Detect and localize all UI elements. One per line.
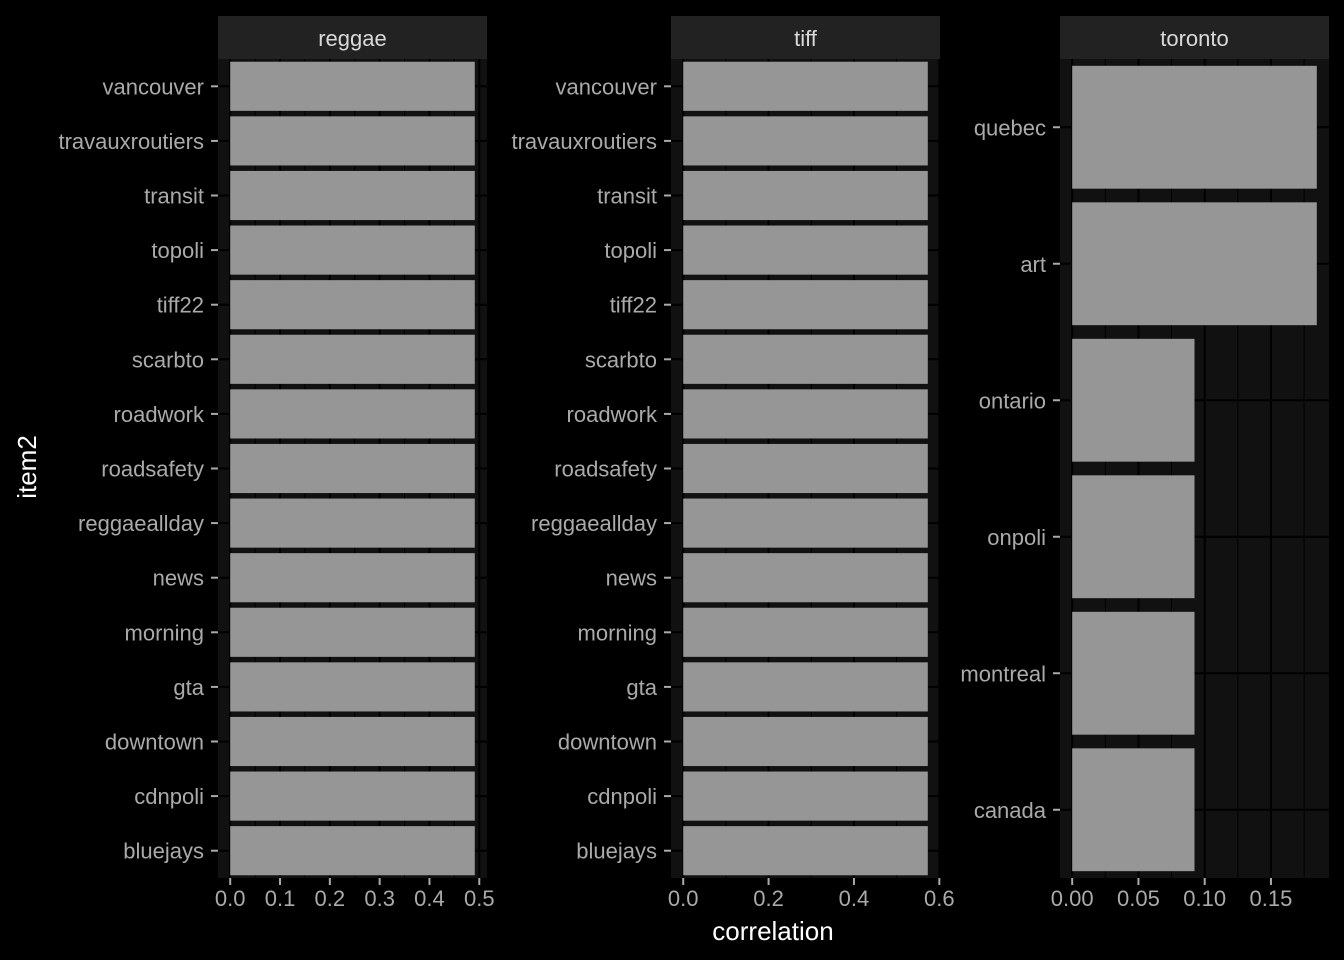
bar-cdnpoli [230,771,475,821]
y-tick-label: bluejays [576,839,657,864]
y-tick-label: downtown [105,730,204,755]
bar-news [230,553,475,603]
y-tick-label: gta [173,675,204,700]
bar-tiff22 [230,280,475,330]
y-tick-label: bluejays [123,839,204,864]
y-tick-label: downtown [558,730,657,755]
x-tick-label: 0.2 [753,886,784,911]
bar-bluejays [683,826,928,876]
y-tick-label: tiff22 [610,293,657,318]
y-tick-label: reggaeallday [531,511,657,536]
x-tick-label: 0.6 [924,886,955,911]
y-tick-label: quebec [974,115,1046,140]
bar-scarbto [683,334,928,384]
bar-montreal [1072,611,1195,735]
x-tick-label: 0.05 [1117,886,1160,911]
y-tick-label: ontario [979,388,1046,413]
bar-news [683,553,928,603]
bar-art [1072,202,1317,326]
y-tick-label: roadsafety [101,457,204,482]
bar-bluejays [230,826,475,876]
y-tick-label: vancouver [555,74,657,99]
facet-panels: reggae vancouver travauxroutiers transit top… [58,16,1329,911]
y-tick-label: roadwork [114,402,205,427]
bar-gta [230,662,475,712]
y-tick-label: travauxroutiers [58,129,204,154]
x-tick-label: 0.5 [464,886,495,911]
y-tick-label: vancouver [102,74,204,99]
y-tick-label: onpoli [987,525,1046,550]
y-tick-label: montreal [960,661,1046,686]
bar-vancouver [683,61,928,111]
facet-panel-reggae: reggae vancouver travauxroutiers transit top… [58,16,495,911]
x-tick-label: 0.4 [414,886,445,911]
facet-title: toronto [1160,26,1229,51]
bar-travauxroutiers [683,116,928,166]
y-tick-label: cdnpoli [587,784,657,809]
facet-strip [671,16,940,59]
bar-transit [230,170,475,221]
bar-transit [683,170,928,221]
bar-scarbto [230,334,475,384]
bar-travauxroutiers [230,116,475,166]
x-tick-label: 0.1 [265,886,296,911]
y-tick-label: news [153,566,204,591]
facet-panel-toronto: toronto quebec art ontario onpoli montreal can… [960,16,1329,911]
y-tick-label: morning [125,620,204,645]
y-tick-label: gta [626,675,657,700]
bar-downtown [230,716,475,767]
bar-ontario [1072,338,1195,462]
facet-strip [218,16,487,59]
bar-roadsafety [683,443,928,494]
bar-quebec [1072,65,1317,189]
y-tick-label: transit [597,184,657,209]
y-tick-label: scarbto [585,347,657,372]
y-tick-label: scarbto [132,347,204,372]
x-tick-label: 0.0 [668,886,699,911]
bar-roadsafety [230,443,475,494]
y-tick-label: tiff22 [157,293,204,318]
y-tick-label: morning [578,620,657,645]
y-tick-label: reggaeallday [78,511,204,536]
bar-canada [1072,748,1195,872]
y-tick-label: art [1020,252,1046,277]
y-tick-label: canada [974,798,1047,823]
x-tick-label: 0.00 [1051,886,1094,911]
y-tick-label: cdnpoli [134,784,204,809]
bar-reggaeallday [230,498,475,548]
bar-roadwork [230,389,475,439]
y-tick-label: roadwork [567,402,658,427]
bar-topoli [230,225,475,275]
facet-title: reggae [318,26,387,51]
y-tick-label: topoli [151,238,204,263]
x-tick-label: 0.3 [364,886,395,911]
bar-vancouver [230,61,475,111]
bar-topoli [683,225,928,275]
facet-panel-tiff: tiff vancouver travauxroutiers transit topol… [511,16,955,911]
bar-reggaeallday [683,498,928,548]
y-tick-label: travauxroutiers [511,129,657,154]
x-tick-label: 0.10 [1183,886,1226,911]
bar-roadwork [683,389,928,439]
x-axis-title: correlation [712,916,833,946]
x-tick-label: 0.15 [1250,886,1293,911]
y-tick-label: topoli [604,238,657,263]
x-tick-label: 0.2 [315,886,346,911]
facet-title: tiff [794,26,818,51]
y-tick-label: news [606,566,657,591]
bar-cdnpoli [683,771,928,821]
bar-downtown [683,716,928,767]
y-tick-label: transit [144,184,204,209]
bar-gta [683,662,928,712]
x-tick-label: 0.4 [839,886,870,911]
bar-tiff22 [683,280,928,330]
bar-morning [683,607,928,657]
bar-morning [230,607,475,657]
x-tick-label: 0.0 [215,886,246,911]
facet-strip [1060,16,1329,59]
y-axis-title: item2 [12,435,42,499]
bar-onpoli [1072,475,1195,599]
y-tick-label: roadsafety [554,457,657,482]
